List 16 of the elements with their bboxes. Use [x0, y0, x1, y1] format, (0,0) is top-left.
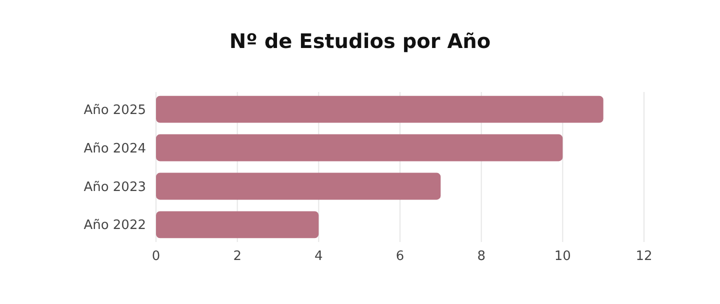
x-tick-label: 0	[152, 249, 160, 264]
x-tick-label: 12	[636, 249, 652, 264]
y-tick-label: Año 2025	[84, 102, 146, 118]
x-tick-label: 8	[477, 249, 486, 264]
x-tick-label: 2	[233, 249, 242, 264]
bar	[156, 96, 604, 123]
chart-title: Nº de Estudios por Año	[229, 29, 491, 53]
x-tick-label: 6	[396, 249, 404, 264]
bar	[156, 211, 319, 238]
bar	[156, 172, 441, 200]
y-tick-label: Año 2023	[84, 180, 146, 195]
y-tick-label: Año 2022	[84, 218, 146, 234]
x-tick-label: 10	[554, 249, 571, 264]
y-tick-label: Año 2024	[84, 141, 146, 156]
bar	[156, 134, 563, 162]
x-tick-label: 4	[314, 249, 323, 264]
